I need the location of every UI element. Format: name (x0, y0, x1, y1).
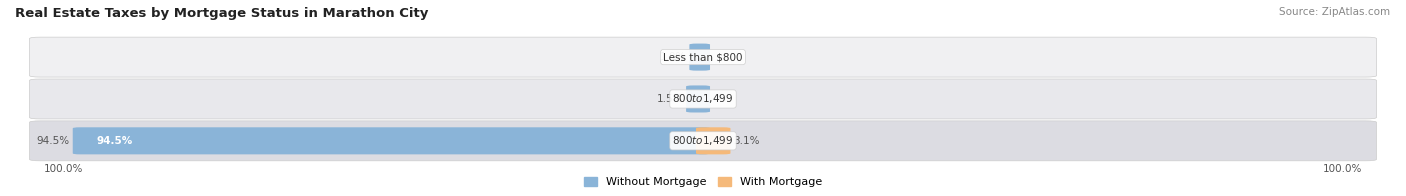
FancyBboxPatch shape (30, 37, 1376, 77)
Text: 94.5%: 94.5% (97, 136, 132, 146)
Text: 3.1%: 3.1% (734, 136, 759, 146)
Text: 94.5%: 94.5% (37, 136, 70, 146)
Text: Source: ZipAtlas.com: Source: ZipAtlas.com (1279, 7, 1391, 17)
FancyBboxPatch shape (30, 79, 1376, 119)
Text: $800 to $1,499: $800 to $1,499 (672, 93, 734, 105)
Text: $800 to $1,499: $800 to $1,499 (672, 134, 734, 147)
Legend: Without Mortgage, With Mortgage: Without Mortgage, With Mortgage (583, 177, 823, 187)
Text: 100.0%: 100.0% (44, 164, 83, 174)
FancyBboxPatch shape (73, 127, 710, 154)
FancyBboxPatch shape (689, 44, 710, 71)
Text: Real Estate Taxes by Mortgage Status in Marathon City: Real Estate Taxes by Mortgage Status in … (15, 7, 429, 20)
Text: Less than $800: Less than $800 (664, 52, 742, 62)
Text: 1.5%: 1.5% (657, 94, 683, 104)
FancyBboxPatch shape (30, 121, 1376, 161)
FancyBboxPatch shape (696, 127, 731, 154)
Text: 1.0%: 1.0% (661, 52, 686, 62)
FancyBboxPatch shape (686, 85, 710, 113)
Text: 100.0%: 100.0% (1323, 164, 1362, 174)
